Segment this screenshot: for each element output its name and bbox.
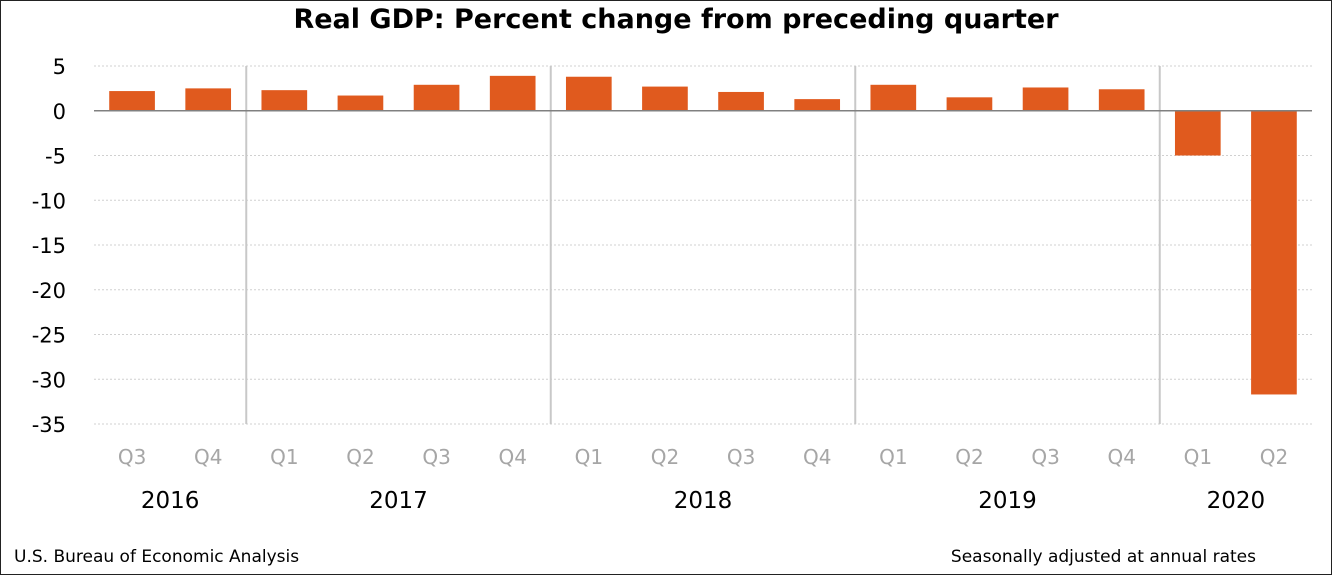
y-tick-label: -10 [32,189,66,213]
x-tick-label: Q2 [1260,445,1288,469]
x-tick-label: Q1 [575,445,603,469]
bar [185,88,232,111]
x-tick-label: Q1 [270,445,298,469]
x-tick-label: Q3 [1031,445,1059,469]
bar [1251,110,1297,395]
y-tick-label: -35 [32,413,66,437]
year-label: 2019 [978,488,1037,514]
y-tick-label: -5 [45,145,66,169]
bar [261,90,308,111]
year-label: 2020 [1207,488,1266,514]
bar [1174,110,1221,156]
y-tick-label: -15 [32,234,66,258]
y-tick-label: -30 [32,368,66,392]
x-tick-label: Q1 [1184,445,1212,469]
year-label: 2018 [674,488,733,514]
bar [718,91,764,111]
bar [870,84,917,111]
x-tick-label: Q4 [803,445,831,469]
bar [337,95,384,111]
y-tick-label: 5 [53,55,66,79]
bar [642,86,688,111]
x-tick-label: Q2 [346,445,374,469]
bar [1098,89,1145,111]
bar [565,76,612,111]
footer-source: U.S. Bureau of Economic Analysis [14,547,299,567]
bar [489,75,536,111]
y-tick-label: 0 [53,100,66,124]
y-tick-label: -25 [32,324,66,348]
footer-note: Seasonally adjusted at annual rates [951,547,1256,567]
year-label: 2017 [369,488,428,514]
x-tick-label: Q3 [727,445,755,469]
bar [109,91,155,111]
bar [1022,87,1069,111]
bar [946,97,993,111]
x-tick-label: Q1 [879,445,907,469]
x-tick-label: Q2 [651,445,679,469]
bar [413,84,460,111]
bar [794,99,841,111]
x-tick-label: Q4 [498,445,526,469]
x-tick-label: Q4 [1107,445,1135,469]
x-tick-label: Q4 [194,445,222,469]
year-label: 2016 [141,488,200,514]
x-tick-label: Q3 [422,445,450,469]
x-tick-label: Q3 [118,445,146,469]
y-tick-label: -20 [32,279,66,303]
chart-title: Real GDP: Percent change from preceding … [293,4,1059,35]
x-tick-label: Q2 [955,445,983,469]
